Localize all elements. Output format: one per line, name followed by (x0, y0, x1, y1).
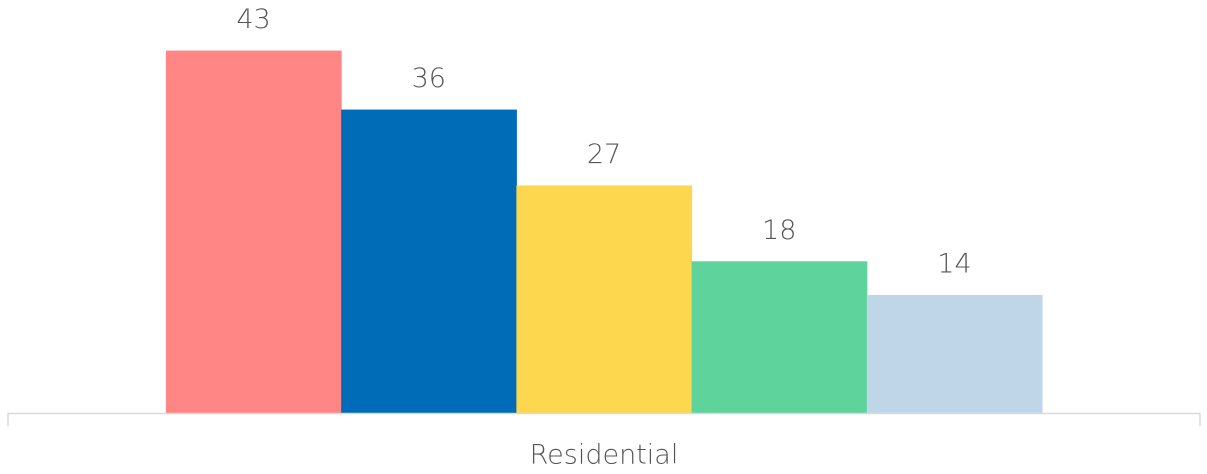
bar (341, 109, 517, 414)
bar (516, 185, 693, 413)
data-label: 43 (236, 4, 270, 35)
x-tick-label: Residential (530, 440, 679, 471)
bar (691, 261, 868, 413)
data-label: 14 (937, 249, 971, 280)
bar (165, 50, 342, 413)
data-label: 27 (587, 139, 621, 170)
data-label: 18 (762, 215, 796, 246)
data-label: 36 (412, 63, 446, 94)
bar (866, 295, 1043, 413)
